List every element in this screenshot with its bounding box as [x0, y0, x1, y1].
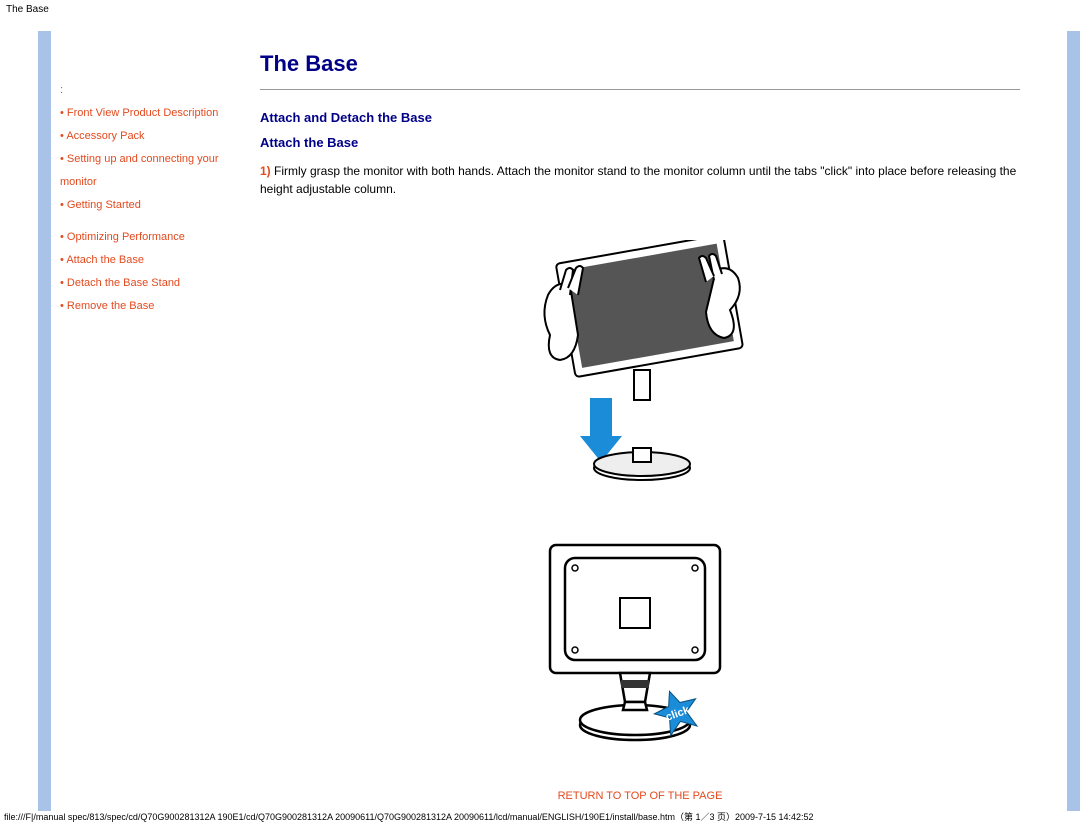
section-attach-detach: Attach and Detach the Base [260, 110, 1020, 125]
sidebar-item-remove-base[interactable]: Remove the Base [67, 300, 154, 312]
divider [260, 89, 1020, 90]
step-number: 1) [260, 164, 271, 178]
sidebar-item-detach-stand[interactable]: Detach the Base Stand [67, 277, 180, 289]
sidebar-nav: : • Front View Product Description • Acc… [60, 79, 240, 318]
figure-area: click RETURN TO TOP OF THE PAGE [260, 210, 1020, 802]
sidebar-item-getting-started[interactable]: Getting Started [67, 199, 141, 211]
sidebar-item-optimizing[interactable]: Optimizing Performance [67, 231, 185, 243]
section-attach: Attach the Base [260, 135, 1020, 150]
header-title: The Base [0, 0, 1080, 19]
footer-file-path: file:///F|/manual spec/813/spec/cd/Q70G9… [0, 802, 1080, 827]
step-1: 1) Firmly grasp the monitor with both ha… [260, 162, 1020, 198]
sidebar-item-setup[interactable]: Setting up and connecting your monitor [60, 153, 219, 188]
figure-attach-hands [510, 240, 770, 490]
figure-click-assembly: click [525, 530, 755, 760]
step-body: Firmly grasp the monitor with both hands… [260, 164, 1016, 196]
page-title: The Base [260, 51, 1020, 77]
return-to-top-link[interactable]: RETURN TO TOP OF THE PAGE [558, 790, 723, 802]
left-accent-bar [38, 31, 51, 811]
sidebar-item-front-view[interactable]: Front View Product Description [67, 107, 218, 119]
sidebar-item-attach-base[interactable]: Attach the Base [66, 254, 144, 266]
main-content: The Base Attach and Detach the Base Atta… [260, 19, 1020, 802]
sidebar-prefix: : [60, 84, 63, 96]
down-arrow-icon [580, 398, 622, 462]
right-accent-bar [1067, 31, 1080, 811]
sidebar-item-accessory[interactable]: Accessory Pack [66, 130, 144, 142]
